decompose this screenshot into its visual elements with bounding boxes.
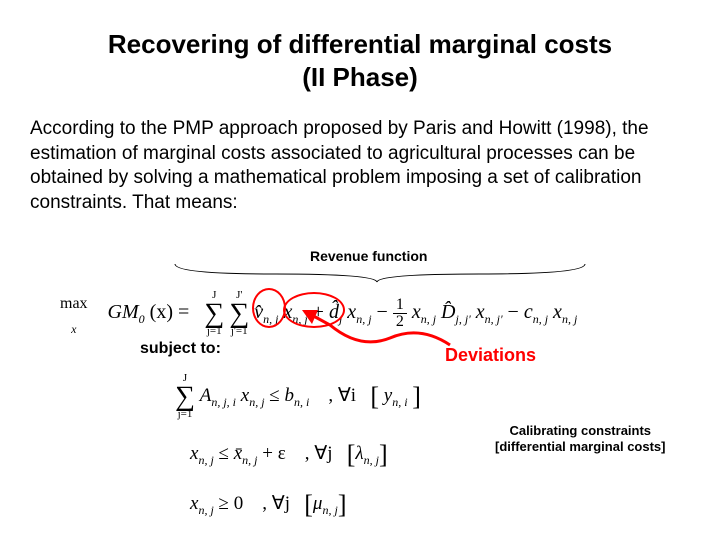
red-circle-1 (252, 288, 286, 328)
calibrating-constraints-label: Calibrating constraints [differential ma… (495, 423, 665, 454)
body-paragraph: According to the PMP approach proposed b… (30, 117, 690, 216)
red-arrow (300, 310, 460, 355)
title-line-1: Recovering of differential marginal cost… (108, 29, 612, 59)
subject-to-label: subject to: (140, 340, 221, 358)
curly-brace (170, 262, 590, 284)
title-line-2: (II Phase) (302, 62, 418, 92)
constraint-nonneg: xn, j ≥ 0 , ∀j [μn, j] (190, 490, 346, 520)
slide-title: Recovering of differential marginal cost… (30, 28, 690, 93)
constraint-calibration: xn, j ≤ x̄n, j + ε , ∀j [λn, j] (190, 440, 388, 470)
deviations-label: Deviations (445, 345, 536, 366)
constraint-resource: J ∑ j=1 An, j, i xn, j ≤ bn, i , ∀i [ yn… (175, 373, 421, 420)
